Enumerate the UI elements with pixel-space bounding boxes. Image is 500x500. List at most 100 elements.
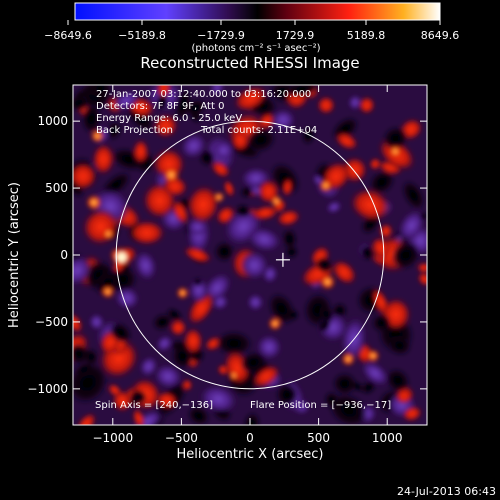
heatmap-hot-spot [270,195,283,208]
heatmap-blob [382,126,409,151]
heatmap-blob [326,200,342,214]
heatmap-blob [212,294,229,311]
heatmap-blob [417,272,427,287]
heatmap-blob [361,380,376,395]
annotation-block: 27-Jan-2007 03:12:40.000 to 03:16:20.000… [95,89,391,411]
heatmap-blob [390,240,421,270]
heatmap-blob [132,408,146,425]
heatmap-blob [233,85,268,112]
heatmap-blob [131,409,164,425]
x-axis-tick-label: 0 [246,431,254,445]
heatmap-blob [73,94,90,112]
heatmap-blob [332,372,357,396]
heatmap-blob [188,277,209,304]
heatmap-hot-spot [90,129,105,143]
heatmap-blob [81,103,102,134]
heatmap-blob [73,313,83,334]
heatmap-blob [251,205,279,221]
heatmap-blob [76,412,97,425]
heatmap-hot-spot [176,286,190,300]
heatmap-blob [132,139,149,164]
colorbar-tick-label: −1729.9 [197,29,245,42]
colorbar-tick-label: 5189.8 [347,29,386,42]
y-axis-tick-label: 500 [45,181,68,195]
annotation-total-counts: Total counts: 2.11E+04 [200,125,317,136]
heatmap-blob [275,383,299,406]
heatmap-blob [212,139,235,162]
colorbar-unit-label: (photons cm⁻² s⁻¹ asec⁻²) [191,43,320,54]
heatmap-blob [235,204,251,218]
colorbar: −8649.6 −5189.8 −1729.9 1729.9 5189.8 86… [44,2,459,54]
heatmap-blobs [73,85,427,425]
x-axis-tick-label: −500 [165,431,198,445]
x-axis: −1000 −500 0 500 1000 [92,85,402,445]
heatmap-hot-spot [85,194,103,211]
heatmap-blob [211,160,231,178]
heatmap-blob [73,254,93,287]
annotation-detectors: Detectors: 7F 8F 9F, Att 0 [96,101,224,112]
heatmap-blob [369,157,382,171]
heatmap-blob [187,291,216,326]
y-axis-tick-label: 0 [60,248,68,262]
heatmap-blob [183,327,204,355]
heatmap-blob [416,262,427,274]
heatmap-blob [114,286,140,310]
heatmap-hot-spot [267,316,283,331]
heatmap-blob [360,244,375,261]
heatmap-blob [395,387,413,405]
heatmap-blob [282,228,297,250]
heatmap-blob [402,405,422,422]
heatmap-blob [335,132,359,150]
heatmap-blob [199,149,216,167]
heatmap-blob [175,87,191,122]
heatmap-blob [286,309,299,321]
heatmap-blob [185,98,206,117]
colorbar-gradient [74,2,441,21]
solar-limb-circle [115,120,385,390]
heatmap-blob [239,250,270,281]
annotation-energy-range: Energy Range: 6.0 - 25.0 keV [96,113,242,124]
colorbar-tick-label: −8649.6 [44,29,92,42]
heatmap-blob [152,313,173,331]
spin-axis-cross-marker [275,252,290,267]
y-axis-tick-label: −500 [35,315,68,329]
flare-source-core [116,252,127,263]
heatmap-blob [252,364,281,389]
heatmap-hot-spot [162,166,180,184]
heatmap-blob [182,379,193,391]
heatmap-blob [230,128,250,152]
heatmap-blob [371,313,392,333]
heatmap-hot-spot [102,227,115,241]
heatmap-blob [318,318,332,333]
heatmap-blob [128,220,166,246]
heatmap-blob [239,351,267,374]
heatmap-blob [109,322,132,343]
heatmap-blob [214,241,235,262]
heatmap-hot-spot [366,349,380,363]
heatmap-blob [193,277,203,287]
heatmap-blob [74,362,95,378]
heatmap-blob [215,330,253,357]
heatmap-blob [186,184,220,225]
heatmap-blob [183,246,212,264]
x-axis-tick-label: 500 [307,431,330,445]
annotation-time-range: 27-Jan-2007 03:12:40.000 to 03:16:20.000 [96,89,311,100]
heatmap-blob [88,313,105,331]
heatmap-hot-spot [319,273,336,291]
heatmap-blob [106,120,122,140]
heatmap-blob [92,143,115,176]
heatmap-blob [401,180,425,211]
chart-title: Reconstructed RHESSI Image [140,54,359,72]
heatmap-blob [328,392,369,425]
y-axis-label: Heliocentric Y (arcsec) [7,182,22,328]
heatmap-blob [245,126,276,153]
heatmap-blob [169,319,187,337]
heatmap-blob [385,368,410,393]
heatmap-blob [331,260,357,285]
heatmap-blob [107,383,122,397]
heatmap-blob [276,209,301,227]
y-axis: −1000 −500 0 500 1000 [27,114,427,396]
heatmap-blob [88,85,113,98]
heatmap-blob [139,356,158,377]
y-axis-tick-label: −1000 [27,382,68,396]
